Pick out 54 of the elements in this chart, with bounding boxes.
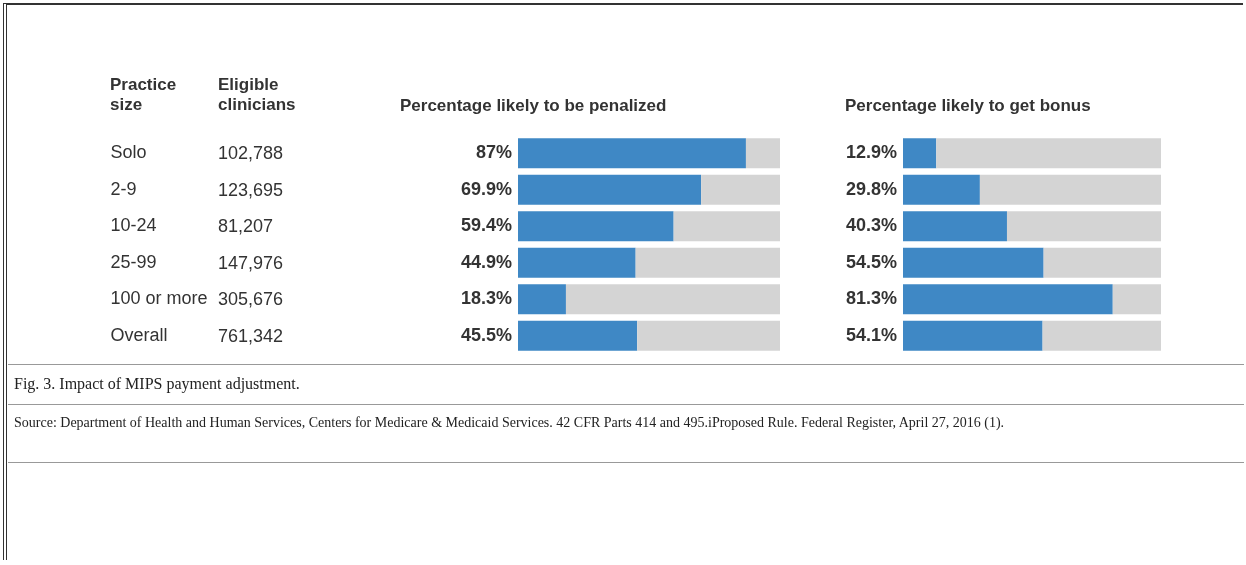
bar (745, 138, 780, 169)
bar (903, 284, 1113, 315)
text: 147,976 (218, 252, 284, 273)
text: 761,342 (218, 325, 284, 346)
text: Eligible clinicians (218, 75, 297, 115)
bar (518, 284, 566, 315)
data-label: 29.8% (845, 178, 897, 199)
text: 102,788 (218, 143, 284, 164)
data-label: 81.3% (845, 288, 897, 309)
chart-title: Percentage likely to get bonus (845, 96, 1091, 115)
bar (518, 174, 702, 205)
bar (979, 174, 1161, 205)
y-tick-label: 100 or more (110, 288, 208, 309)
bar (518, 247, 636, 278)
bar (518, 138, 746, 169)
y-tick-label: Solo (110, 142, 147, 163)
data-label: 40.3% (845, 215, 897, 236)
bar (1112, 284, 1161, 315)
data-label: 69.9% (460, 178, 512, 199)
bar (673, 211, 780, 242)
source-note: Source: Department of Health and Human Services, Centers for Medicare & Medicaid Services. 42 CFR Parts 414 and 495.iProposed Rule. Federal Register, April 27, 2016 (1). (14, 414, 1006, 432)
bar (903, 247, 1044, 278)
bar (903, 138, 937, 169)
data-label: 18.3% (460, 288, 512, 309)
data-label: 12.9% (845, 142, 897, 163)
bar (903, 211, 1007, 242)
data-label: 54.1% (845, 324, 897, 345)
text: 81,207 (218, 216, 274, 237)
data-label: 59.4% (460, 215, 512, 236)
data-label: 44.9% (460, 251, 512, 272)
data-label: 87% (475, 142, 512, 163)
bar (1042, 320, 1161, 351)
text: 305,676 (218, 289, 284, 310)
bar (701, 174, 780, 205)
y-tick-label: 10-24 (110, 215, 157, 236)
data-label: 45.5% (460, 324, 512, 345)
data-label: 54.5% (845, 251, 897, 272)
caption: Fig. 3. Impact of MIPS payment adjustment. (14, 374, 301, 395)
text: 123,695 (218, 179, 284, 200)
bar (936, 138, 1161, 169)
y-tick-label: 2-9 (110, 178, 137, 199)
y-tick-label: Overall (110, 324, 168, 345)
bar (518, 211, 674, 242)
bar (1006, 211, 1161, 242)
bar (635, 247, 780, 278)
bar (903, 174, 980, 205)
bar (518, 320, 638, 351)
y-tick-label: 25-99 (110, 251, 157, 272)
chart-title: Percentage likely to be penalized (400, 96, 667, 115)
y-axis-title: Practice size (110, 75, 178, 115)
bar (903, 320, 1043, 351)
bar (565, 284, 780, 315)
bar (637, 320, 780, 351)
bar (1043, 247, 1161, 278)
